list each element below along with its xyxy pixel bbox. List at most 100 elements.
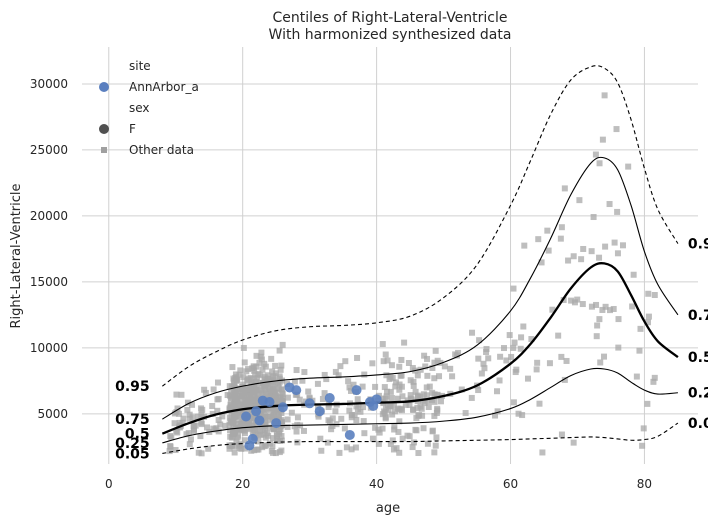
other-data-point bbox=[173, 391, 180, 398]
other-data-point bbox=[324, 439, 331, 446]
other-data-point bbox=[383, 388, 390, 395]
other-data-point bbox=[240, 408, 247, 415]
other-data-point bbox=[227, 427, 234, 434]
other-data-point bbox=[644, 400, 651, 407]
other-data-point bbox=[214, 379, 221, 386]
other-data-point bbox=[462, 410, 469, 417]
other-data-point bbox=[379, 341, 386, 348]
other-data-point bbox=[279, 341, 286, 348]
centile-label-end: 0.95 bbox=[688, 237, 708, 253]
other-data-point bbox=[359, 383, 366, 390]
other-data-point bbox=[481, 365, 488, 372]
other-data-point bbox=[249, 413, 256, 420]
other-data-point bbox=[352, 444, 359, 451]
annarbor-point bbox=[324, 393, 335, 404]
other-data-point bbox=[278, 437, 285, 444]
other-data-point bbox=[478, 370, 485, 377]
other-data-point bbox=[257, 387, 264, 394]
centile-label-end: 0.25 bbox=[688, 386, 708, 402]
other-data-point bbox=[210, 386, 217, 393]
x-tick-label: 80 bbox=[637, 477, 652, 491]
other-data-point bbox=[231, 413, 238, 420]
other-data-point bbox=[425, 398, 432, 405]
other-data-point bbox=[506, 332, 513, 339]
other-data-point bbox=[277, 366, 284, 373]
other-data-point bbox=[607, 307, 614, 314]
other-data-point bbox=[570, 439, 577, 446]
other-data-point bbox=[592, 151, 599, 158]
other-data-point bbox=[184, 399, 191, 406]
chart-title: Centiles of Right-Lateral-Ventricle bbox=[273, 10, 508, 26]
other-data-point bbox=[231, 384, 238, 391]
other-data-point bbox=[508, 353, 515, 360]
other-data-point bbox=[558, 431, 565, 438]
other-data-point bbox=[437, 398, 444, 405]
other-data-point bbox=[419, 412, 426, 419]
other-data-point bbox=[382, 415, 389, 422]
other-data-point bbox=[247, 403, 254, 410]
other-data-point bbox=[197, 405, 204, 412]
other-data-point bbox=[524, 375, 531, 382]
other-data-point bbox=[237, 441, 244, 448]
other-data-point bbox=[270, 412, 277, 419]
other-data-point bbox=[480, 360, 487, 367]
x-tick-label: 0 bbox=[105, 477, 113, 491]
other-data-point bbox=[483, 345, 490, 352]
other-data-point bbox=[602, 303, 609, 310]
y-tick-label: 20000 bbox=[30, 209, 68, 223]
other-data-point bbox=[396, 363, 403, 370]
other-data-point bbox=[346, 384, 353, 391]
other-data-point bbox=[269, 380, 276, 387]
other-data-point bbox=[453, 352, 460, 359]
other-data-point bbox=[388, 395, 395, 402]
other-data-point bbox=[633, 373, 640, 380]
other-data-point bbox=[299, 377, 306, 384]
other-data-point bbox=[236, 402, 243, 409]
other-data-point bbox=[404, 432, 411, 439]
other-data-point bbox=[361, 371, 368, 378]
other-data-point bbox=[558, 353, 565, 360]
other-data-point bbox=[431, 398, 438, 405]
other-data-point bbox=[417, 403, 424, 410]
other-data-point bbox=[270, 435, 277, 442]
other-data-point bbox=[226, 414, 233, 421]
other-data-point bbox=[594, 322, 601, 329]
other-data-point bbox=[555, 332, 562, 339]
other-data-point bbox=[228, 403, 235, 410]
other-data-point bbox=[588, 248, 595, 255]
other-data-point bbox=[240, 401, 247, 408]
other-data-point bbox=[494, 388, 501, 395]
other-data-point bbox=[351, 412, 358, 419]
annarbor-point bbox=[304, 398, 315, 409]
other-data-point bbox=[429, 364, 436, 371]
other-data-point bbox=[561, 185, 568, 192]
other-data-point bbox=[175, 410, 182, 417]
other-data-point bbox=[611, 239, 618, 246]
other-data-point bbox=[557, 235, 564, 242]
other-data-point bbox=[413, 415, 420, 422]
other-data-point bbox=[198, 419, 205, 426]
other-data-point bbox=[321, 390, 328, 397]
other-data-point bbox=[401, 339, 408, 346]
other-data-point bbox=[485, 355, 492, 362]
annarbor-point bbox=[351, 385, 362, 396]
other-data-point bbox=[278, 433, 285, 440]
other-data-point bbox=[390, 402, 397, 409]
other-data-point bbox=[264, 372, 271, 379]
other-data-point bbox=[171, 420, 178, 427]
other-data-point bbox=[645, 313, 652, 320]
other-data-point bbox=[233, 424, 240, 431]
other-data-point bbox=[186, 441, 193, 448]
other-data-point bbox=[240, 344, 247, 351]
y-tick-label: 15000 bbox=[30, 275, 68, 289]
other-data-point bbox=[240, 390, 247, 397]
other-data-point bbox=[219, 413, 226, 420]
other-data-point bbox=[198, 411, 205, 418]
other-data-point bbox=[640, 425, 647, 432]
other-data-point bbox=[432, 347, 439, 354]
other-data-point bbox=[441, 363, 448, 370]
other-data-point bbox=[284, 416, 291, 423]
other-data-point bbox=[424, 355, 431, 362]
other-data-point bbox=[431, 375, 438, 382]
other-data-point bbox=[396, 386, 403, 393]
